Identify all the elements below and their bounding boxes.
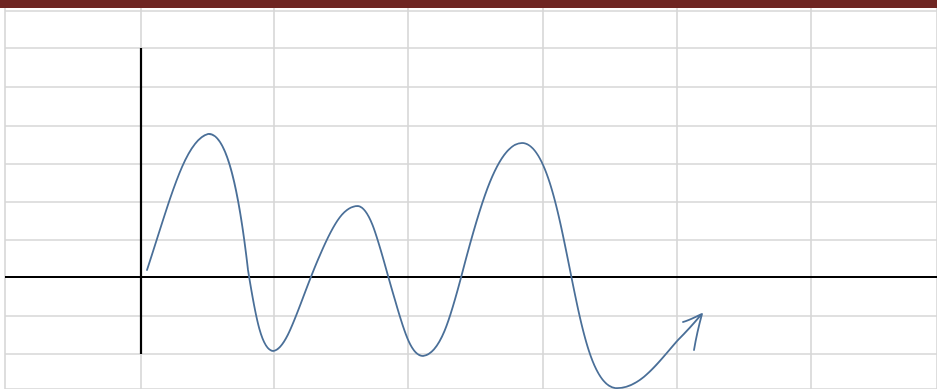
spreadsheet-gridlines [4, 8, 937, 389]
window-top-bar [0, 0, 937, 8]
wave-curve [146, 133, 701, 389]
curve-arrowhead [682, 313, 703, 351]
